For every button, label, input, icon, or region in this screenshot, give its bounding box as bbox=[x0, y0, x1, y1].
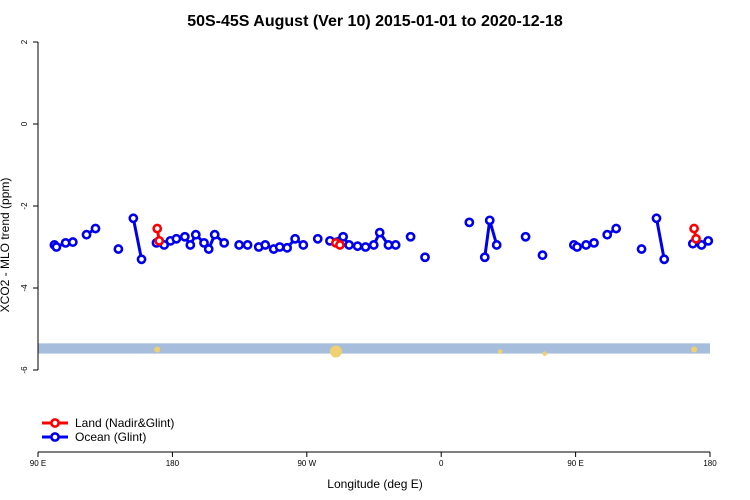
band-marker bbox=[691, 346, 698, 353]
data-point bbox=[190, 229, 201, 240]
data-point bbox=[368, 240, 379, 250]
data-point bbox=[636, 244, 647, 254]
y-axis: 2 0 -2 -4 -6 bbox=[20, 39, 39, 374]
data-point bbox=[352, 241, 363, 252]
data-point bbox=[420, 252, 430, 263]
x-tick-label: 90 E bbox=[30, 459, 46, 468]
data-point bbox=[491, 240, 502, 250]
legend: Land (Nadir&Glint)Ocean (Glint) bbox=[42, 416, 174, 444]
series-line bbox=[655, 218, 666, 260]
band-marker bbox=[497, 349, 503, 354]
x-tick-label: 90 W bbox=[297, 459, 316, 468]
data-point bbox=[602, 229, 613, 240]
data-point bbox=[152, 223, 163, 234]
data-point bbox=[67, 237, 78, 247]
data-point bbox=[338, 231, 349, 242]
data-point bbox=[128, 213, 139, 224]
data-point bbox=[691, 233, 701, 244]
data-point bbox=[209, 229, 220, 240]
legend-swatch-marker bbox=[50, 418, 60, 428]
data-point bbox=[113, 244, 124, 254]
x-axis-label: Longitude (deg E) bbox=[327, 477, 422, 491]
data-point bbox=[290, 233, 301, 244]
data-point bbox=[154, 235, 165, 246]
data-point bbox=[479, 252, 490, 263]
band-marker bbox=[542, 351, 547, 356]
data-point bbox=[689, 223, 699, 234]
data-point bbox=[282, 242, 293, 253]
y-axis-label: XCO2 - MLO trend (ppm) bbox=[0, 178, 12, 313]
legend-item: Ocean (Glint) bbox=[42, 430, 146, 444]
data-point bbox=[703, 235, 714, 246]
y-tick-label: -2 bbox=[20, 202, 29, 210]
chart-title: 50S-45S August (Ver 10) 2015-01-01 to 20… bbox=[187, 13, 563, 30]
data-point bbox=[360, 242, 371, 252]
data-point bbox=[611, 223, 622, 234]
data-point bbox=[298, 240, 309, 250]
data-point bbox=[219, 237, 230, 248]
y-tick-label: 2 bbox=[20, 39, 29, 44]
data-point bbox=[581, 240, 591, 250]
data-point bbox=[234, 240, 245, 250]
data-point bbox=[51, 242, 62, 252]
data-point bbox=[374, 227, 385, 238]
data-point bbox=[179, 231, 190, 242]
series-line bbox=[131, 218, 144, 260]
data-point bbox=[185, 240, 196, 250]
data-point bbox=[344, 240, 355, 250]
data-point bbox=[171, 233, 182, 244]
data-point bbox=[520, 231, 531, 242]
data-point bbox=[90, 223, 101, 234]
data-point bbox=[81, 229, 92, 240]
legend-label: Land (Nadir&Glint) bbox=[75, 416, 174, 430]
data-point bbox=[484, 215, 495, 226]
data-point bbox=[464, 217, 475, 228]
series-ocean-glint- bbox=[49, 213, 714, 265]
data-point bbox=[659, 254, 670, 265]
data-point bbox=[589, 237, 599, 248]
x-tick-label: 180 bbox=[703, 459, 717, 468]
legend-item: Land (Nadir&Glint) bbox=[42, 416, 174, 430]
series-layer bbox=[49, 213, 714, 265]
data-point bbox=[274, 242, 285, 252]
data-point bbox=[242, 240, 253, 250]
x-tick-label: 90 E bbox=[567, 459, 583, 468]
data-point bbox=[390, 240, 401, 250]
data-point bbox=[405, 231, 416, 242]
series-land-nadir-glint- bbox=[152, 223, 701, 250]
legend-swatch-marker bbox=[50, 432, 60, 442]
y-tick-label: -4 bbox=[20, 284, 29, 292]
data-point bbox=[203, 244, 214, 254]
data-point bbox=[572, 242, 582, 252]
data-point bbox=[136, 254, 147, 265]
band-marker bbox=[329, 345, 342, 358]
y-tick-label: 0 bbox=[20, 121, 29, 126]
data-point bbox=[696, 240, 707, 250]
x-axis: 90 E 180 90 W 0 90 E 180 bbox=[30, 451, 717, 468]
band-marker bbox=[154, 346, 161, 353]
band-markers bbox=[154, 345, 698, 358]
data-band bbox=[38, 343, 710, 354]
y-tick-label: -6 bbox=[20, 366, 29, 374]
x-tick-label: 180 bbox=[166, 459, 180, 468]
x-tick-label: 0 bbox=[439, 459, 444, 468]
data-point bbox=[312, 233, 323, 244]
data-point bbox=[199, 237, 209, 248]
data-point bbox=[335, 240, 345, 250]
legend-label: Ocean (Glint) bbox=[75, 430, 146, 444]
data-point bbox=[537, 250, 548, 261]
data-point bbox=[260, 240, 271, 250]
data-point bbox=[651, 213, 662, 224]
